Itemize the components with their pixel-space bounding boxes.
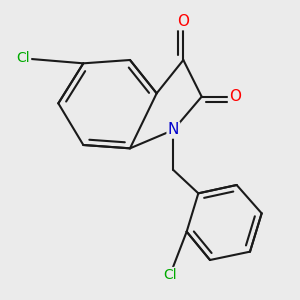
Text: O: O bbox=[229, 89, 241, 104]
Text: Cl: Cl bbox=[163, 268, 177, 282]
Text: Cl: Cl bbox=[16, 51, 30, 65]
Text: O: O bbox=[177, 14, 189, 29]
Text: N: N bbox=[168, 122, 179, 137]
